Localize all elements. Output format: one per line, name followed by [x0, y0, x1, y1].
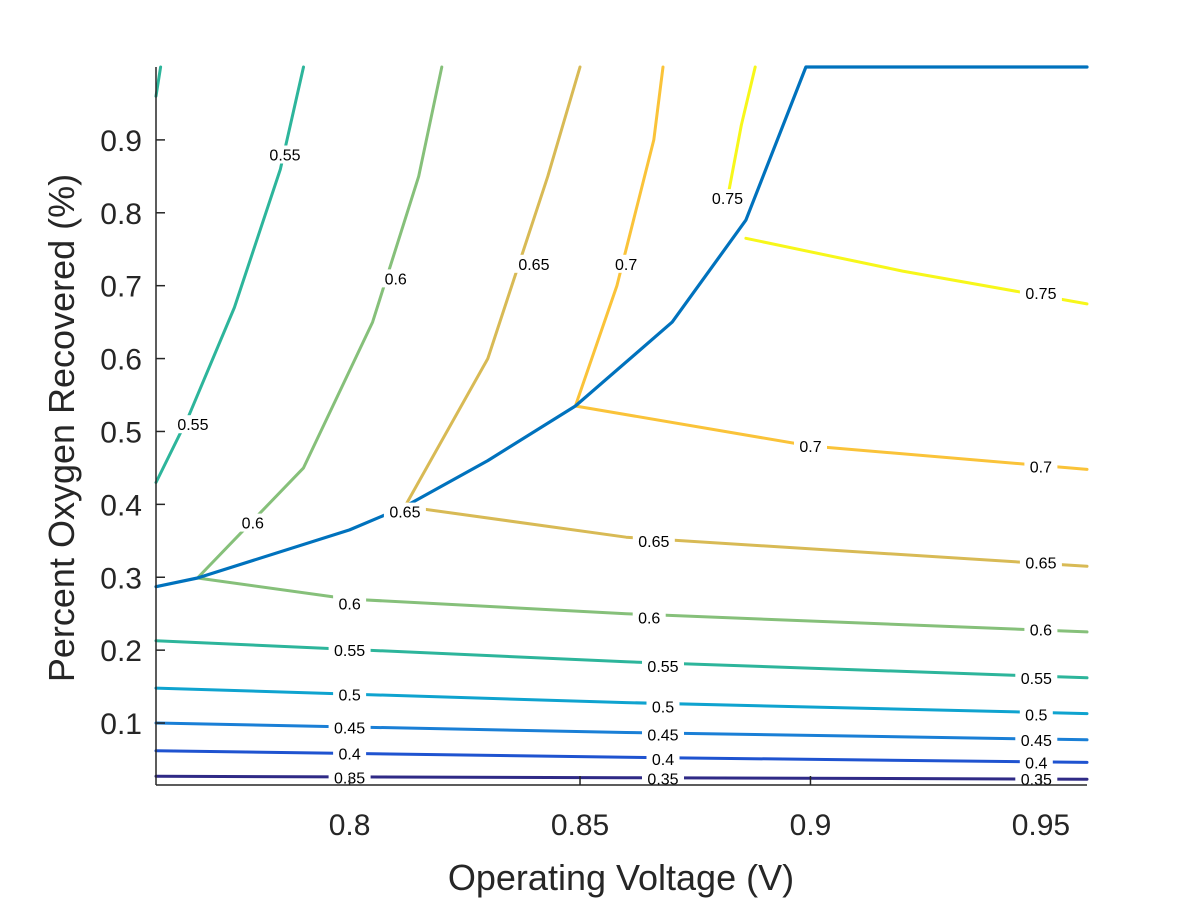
contour-label-bg — [264, 145, 306, 164]
contour-label: 0.6 — [338, 597, 360, 614]
contour-label-bg — [609, 254, 643, 273]
contour-label-bg — [706, 189, 749, 208]
contour-label: 0.65 — [638, 534, 669, 551]
y-axis-title: Percent Oxygen Recovered (%) — [41, 174, 82, 682]
contour-label: 0.55 — [334, 643, 365, 660]
contour-label-bg — [1019, 705, 1053, 724]
contour-label-bg — [642, 725, 684, 744]
contour-line-0_5 — [154, 686, 1089, 716]
contour-label: 0.55 — [177, 417, 208, 434]
contour-label-bg — [642, 769, 684, 788]
contour-label: 0.6 — [638, 610, 660, 627]
contour-label: 0.6 — [242, 516, 264, 533]
contour-label-bg — [333, 744, 367, 763]
y-tick-label: 0.1 — [100, 708, 142, 741]
contour-label-bg — [333, 594, 367, 613]
contour-label: 0.5 — [338, 688, 360, 705]
contour-line-0_75 — [726, 65, 757, 200]
contour-label: 0.6 — [1030, 623, 1052, 640]
boundary-line — [154, 65, 1089, 589]
contour-label: 0.35 — [1021, 772, 1052, 789]
contour-label-bg — [1019, 753, 1053, 772]
x-tick-label: 0.95 — [1012, 809, 1070, 842]
contour-line-0_55 — [154, 65, 305, 484]
y-tick-label: 0.7 — [100, 271, 142, 304]
contour-label-bg — [1015, 668, 1058, 687]
contour-label-bg — [328, 641, 371, 660]
contour-label-bg — [171, 415, 214, 434]
contour-line-0_6 — [196, 576, 1089, 634]
y-tick-label: 0.9 — [100, 125, 142, 158]
contour-label: 0.65 — [389, 505, 420, 522]
contour-label: 0.45 — [647, 728, 678, 745]
y-tick-label: 0.6 — [100, 344, 142, 377]
contour-label-bg — [1024, 620, 1058, 639]
contour-line-0_7 — [573, 404, 1089, 471]
contour-label-bg — [236, 513, 270, 532]
contour-label: 0.4 — [652, 752, 674, 769]
contour-label-bg — [1019, 553, 1062, 572]
axes: 0.8 0.85 0.9 0.95 0.1 0.2 0.3 0.4 0.5 0.6 0.7 0.8 0.… — [100, 67, 1087, 842]
contour-label-bg — [1015, 730, 1058, 749]
y-tick-label: 0.5 — [100, 416, 142, 449]
contour-label-bg — [512, 254, 555, 273]
contour-label-bg — [1015, 770, 1058, 789]
y-tick-label: 0.4 — [100, 489, 142, 522]
contour-line-0_55 — [154, 639, 1089, 680]
contour-label: 0.4 — [338, 747, 360, 764]
contour-line-0_45 — [154, 721, 1089, 742]
contour-label-bg — [646, 697, 680, 716]
contour-label-bg — [794, 437, 827, 455]
contour-label: 0.5 — [652, 699, 674, 716]
contour-label: 0.45 — [1021, 733, 1052, 750]
contour-label: 0.45 — [334, 720, 365, 737]
contour-label: 0.4 — [1025, 755, 1047, 772]
y-tick-label: 0.3 — [100, 562, 142, 595]
contour-label: 0.35 — [647, 771, 678, 788]
contour-line-0_4 — [154, 749, 1089, 764]
contour-line-0_65 — [403, 505, 1089, 568]
contour-label: 0.6 — [385, 271, 407, 288]
contour-label: 0.75 — [712, 191, 743, 208]
x-tick-label: 0.8 — [329, 809, 371, 842]
contour-label: 0.55 — [269, 148, 300, 165]
y-tick-label: 0.2 — [100, 635, 142, 668]
contour-label-bg — [333, 685, 367, 704]
contour-label-bg — [632, 608, 666, 627]
contour-label: 0.7 — [1030, 460, 1052, 477]
contour-label: 0.7 — [615, 257, 637, 274]
contour-label: 0.5 — [1025, 707, 1047, 724]
contour-label-bg — [379, 269, 413, 288]
x-tick-label: 0.9 — [790, 809, 832, 842]
contour-label: 0.75 — [1025, 286, 1056, 303]
contour-line-0_55 — [154, 65, 163, 98]
contour-label: 0.55 — [1021, 671, 1052, 688]
contour-label-bg — [642, 657, 684, 676]
contour-label-bg — [632, 531, 675, 550]
contour-lines — [154, 65, 1089, 781]
x-axis-title: Operating Voltage (V) — [448, 857, 794, 898]
contour-line-0_6 — [196, 65, 444, 580]
y-tick-label: 0.8 — [100, 198, 142, 231]
contour-label: 0.65 — [518, 257, 549, 274]
contour-label: 0.65 — [1025, 556, 1056, 573]
contour-label: 0.7 — [799, 439, 821, 456]
contour-label-bg — [646, 749, 680, 768]
contour-label: 0.55 — [647, 659, 678, 676]
contour-line-0_7 — [573, 65, 665, 408]
contour-line-0_35 — [154, 774, 1089, 781]
contour-label-bg — [1024, 457, 1058, 476]
contour-label-bg — [383, 502, 426, 521]
contour-label-bg — [328, 718, 371, 737]
contour-line-0_65 — [403, 65, 582, 508]
x-tick-label: 0.85 — [551, 809, 609, 842]
contour-labels: 0.35 0.35 0.350.4 0.4 0.40.45 0.45 0.450.50.5 0… — [171, 145, 1062, 789]
contour-label-bg — [1019, 284, 1062, 302]
